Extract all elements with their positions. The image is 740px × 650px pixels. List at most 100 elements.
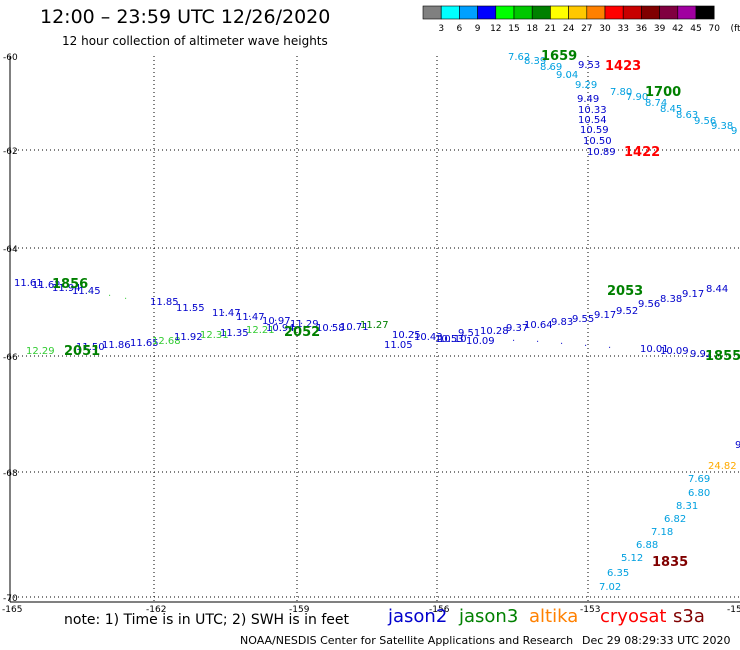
track-upper-cyan: 7.628.398.699.049.29 7.807.908.748.458.63… [508, 52, 737, 137]
colorbar-tick-label: 15 [508, 24, 519, 34]
track-point: · [346, 325, 349, 336]
track-point: · [108, 291, 111, 302]
wave-height-label: 11.62 [32, 280, 61, 291]
wave-height-label: 9.56 [694, 116, 716, 127]
track-point: · [608, 343, 611, 354]
pass-time-label: 1423 [605, 59, 641, 74]
longitude-label: -162 [146, 605, 166, 615]
pass-time-label: 2051 [64, 344, 100, 359]
track-point: · [488, 336, 491, 347]
wave-height-label: 9.92 [690, 349, 712, 360]
colorbar-tick-label: 30 [599, 24, 611, 34]
colorbar-tick-label: 39 [654, 24, 666, 34]
wave-height-label: 11.35 [220, 328, 249, 339]
pass-time-label: 1700 [645, 85, 681, 100]
wave-height-label: 6.35 [607, 568, 629, 579]
longitude-label: -150 [727, 605, 740, 615]
pass-time-label: 1835 [652, 555, 688, 570]
latitude-label: -70 [3, 594, 18, 604]
colorbar-tick-label: 3 [438, 24, 444, 34]
wave-height-label: 9.37 [506, 323, 528, 334]
wave-height-label: 11.55 [176, 303, 205, 314]
track-point: · [192, 304, 195, 315]
wave-height-label: 8.31 [676, 501, 698, 512]
wave-height-label: 9.83 [551, 317, 573, 328]
wave-height-label: 10.09 [660, 346, 689, 357]
wave-height-label: 10.59 [580, 125, 609, 136]
colorbar-tick-label: 24 [563, 24, 575, 34]
latitude-label: -60 [3, 53, 18, 63]
wave-height-label: 11.86 [102, 340, 131, 351]
wave-height-label: 11.65 [130, 338, 159, 349]
wave-height-label: 9.51 [458, 328, 480, 339]
latitude-label: -64 [3, 245, 18, 255]
legend-s3a: s3a [673, 606, 705, 627]
pass-time-label: 2052 [284, 325, 320, 340]
track-point: · [274, 316, 277, 327]
wave-height-label: 7.90 [626, 92, 648, 103]
graticule [10, 56, 740, 602]
wave-height-label: 7.62 [508, 52, 530, 63]
track-point: · [534, 56, 537, 67]
legend-jason3: jason3 [459, 606, 519, 627]
longitude-label: -153 [580, 605, 600, 615]
track-point: · [330, 322, 333, 333]
colorbar-tick-label: 45 [690, 24, 701, 34]
wave-height-label: 10.33 [578, 105, 607, 116]
wave-height-label: 6.80 [688, 488, 710, 499]
wave-height-label: 10.01 [640, 344, 669, 355]
colorbar-tick-label: 70 [708, 24, 720, 34]
page-subtitle: 12 hour collection of altimeter wave hei… [62, 34, 328, 48]
latitude-label: -62 [3, 147, 18, 157]
legend-altika: altika [529, 606, 579, 627]
wave-height-label: 11.61 [14, 278, 43, 289]
wave-height-label: 8.74 [645, 98, 667, 109]
wave-height-label: 9.17 [682, 289, 704, 300]
wave-height-label: 10.94 [266, 323, 295, 334]
wave-height-label: 9.04 [556, 70, 578, 81]
wave-height-label: 9.53 [578, 60, 600, 71]
track-point: · [584, 341, 587, 352]
wave-height-label: 10.71 [340, 322, 369, 333]
page-title: 12:00 – 23:59 UTC 12/26/2020 [40, 6, 331, 28]
track-point: · [222, 308, 225, 319]
wave-height-label: 9.29 [575, 80, 597, 91]
wave-height-label: 10.58 [316, 323, 345, 334]
wave-height-label: 6.82 [664, 514, 686, 525]
wave-height-label: 7.69 [688, 474, 710, 485]
colorbar-tick-label: 18 [526, 24, 538, 34]
wave-height-label: 10.09 [466, 336, 495, 347]
track-point: · [512, 336, 515, 347]
wave-height-label: 11.92 [174, 332, 203, 343]
colorbar-tick-label: 21 [545, 24, 556, 34]
wave-height-label: 10.97 [262, 316, 291, 327]
wave-height-label: 10.89 [587, 147, 616, 158]
wave-height-label: 9.17 [594, 310, 616, 321]
wave-height-label: 9 [731, 126, 737, 137]
track-point: · [566, 72, 569, 83]
wave-height-label: 7.02 [599, 582, 621, 593]
track-point: · [412, 328, 415, 339]
wave-height-label: 10.53 [435, 334, 464, 345]
track-point: · [248, 312, 251, 323]
wave-height-label: 10.64 [524, 320, 553, 331]
pass-time-label: 2053 [607, 284, 643, 299]
wave-height-label: 8.39 [524, 56, 546, 67]
wave-height-label: 11.05 [384, 340, 413, 351]
wave-height-label: 11.27 [360, 320, 389, 331]
wave-height-label: 10.10 [438, 334, 467, 345]
colorbar-unit-label: (ft) [730, 24, 740, 34]
wave-height-label: 10.50 [583, 136, 612, 147]
wave-height-label: 8.69 [540, 62, 562, 73]
wave-height-label: 9.56 [638, 299, 660, 310]
wave-height-label: 5.12 [621, 553, 643, 564]
wave-height-label: 10.28 [480, 326, 509, 337]
wave-height-label: 11.85 [150, 297, 179, 308]
wave-height-label: 10.43 [414, 332, 443, 343]
